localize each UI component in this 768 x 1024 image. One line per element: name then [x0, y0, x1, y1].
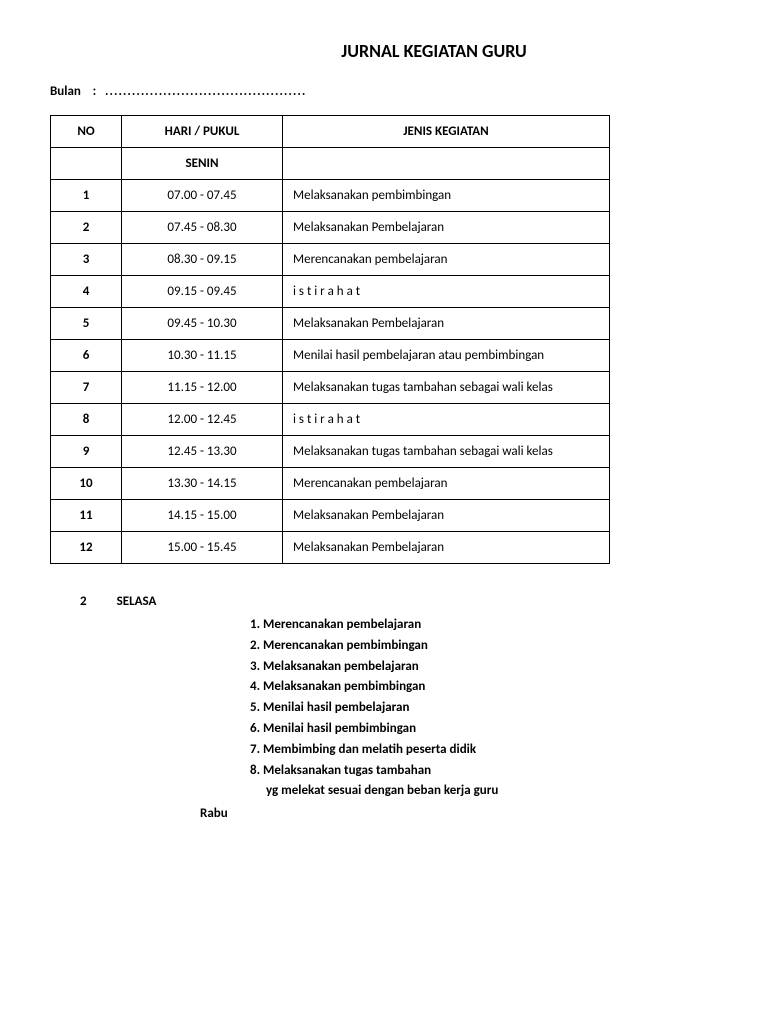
cell-no: 1: [51, 180, 122, 212]
bulan-label: Bulan: [50, 84, 81, 99]
cell-no: 12: [51, 532, 122, 564]
cell-activity: Melaksanakan pembimbingan: [283, 180, 610, 212]
cell-no: 8: [51, 404, 122, 436]
table-row: 812.00 - 12.45i s t i r a h a t: [51, 404, 610, 436]
table-row: 1114.15 - 15.00Melaksanakan Pembelajaran: [51, 500, 610, 532]
list-item: 4. Melaksanakan pembimbingan: [250, 677, 718, 698]
cell-activity: i s t i r a h a t: [283, 404, 610, 436]
cell-time: 11.15 - 12.00: [122, 372, 283, 404]
table-row: 1013.30 - 14.15Merencanakan pembelajaran: [51, 468, 610, 500]
table-row: 711.15 - 12.00Melaksanakan tugas tambaha…: [51, 372, 610, 404]
cell-no: 10: [51, 468, 122, 500]
day-header-activity: [283, 148, 610, 180]
cell-time: 08.30 - 09.15: [122, 244, 283, 276]
col-header-no: NO: [51, 116, 122, 148]
cell-time: 07.00 - 07.45: [122, 180, 283, 212]
cell-time: 12.00 - 12.45: [122, 404, 283, 436]
table-row: 1215.00 - 15.45Melaksanakan Pembelajaran: [51, 532, 610, 564]
list-item: 8. Melaksanakan tugas tambahan: [250, 761, 718, 782]
cell-time: 14.15 - 15.00: [122, 500, 283, 532]
page-title: JURNAL KEGIATAN GURU: [150, 40, 718, 62]
table-row: 610.30 - 11.15Menilai hasil pembelajaran…: [51, 340, 610, 372]
table-row: 509.45 - 10.30Melaksanakan Pembelajaran: [51, 308, 610, 340]
cell-time: 09.15 - 09.45: [122, 276, 283, 308]
cell-time: 15.00 - 15.45: [122, 532, 283, 564]
cell-time: 13.30 - 14.15: [122, 468, 283, 500]
list-sub-item: yg melekat sesuai dengan beban kerja gur…: [266, 781, 718, 802]
day-header-no: [51, 148, 122, 180]
table-header-row: NO HARI / PUKUL JENIS KEGIATAN: [51, 116, 610, 148]
table-row: 107.00 - 07.45Melaksanakan pembimbingan: [51, 180, 610, 212]
schedule-table: NO HARI / PUKUL JENIS KEGIATAN SENIN 107…: [50, 115, 610, 564]
col-header-activity: JENIS KEGIATAN: [283, 116, 610, 148]
cell-time: 07.45 - 08.30: [122, 212, 283, 244]
list-item: 3. Melaksanakan pembelajaran: [250, 657, 718, 678]
list-item: 7. Membimbing dan melatih peserta didik: [250, 740, 718, 761]
day-header-time: SENIN: [122, 148, 283, 180]
cell-activity: Merencanakan pembelajaran: [283, 468, 610, 500]
table-row: 912.45 - 13.30Melaksanakan tugas tambaha…: [51, 436, 610, 468]
list-item: 5. Menilai hasil pembelajaran: [250, 698, 718, 719]
selasa-list: 1. Merencanakan pembelajaran2. Merencana…: [250, 615, 718, 802]
table-row: 207.45 - 08.30Melaksanakan Pembelajaran: [51, 212, 610, 244]
cell-activity: Menilai hasil pembelajaran atau pembimbi…: [283, 340, 610, 372]
rabu-label: Rabu: [200, 806, 718, 821]
day-header-row: SENIN: [51, 148, 610, 180]
cell-no: 7: [51, 372, 122, 404]
list-item: 2. Merencanakan pembimbingan: [250, 636, 718, 657]
cell-no: 9: [51, 436, 122, 468]
selasa-num: 2: [80, 594, 87, 609]
cell-no: 2: [51, 212, 122, 244]
cell-no: 11: [51, 500, 122, 532]
cell-time: 12.45 - 13.30: [122, 436, 283, 468]
cell-time: 09.45 - 10.30: [122, 308, 283, 340]
selasa-header: 2 SELASA: [80, 594, 718, 609]
cell-no: 6: [51, 340, 122, 372]
cell-activity: Melaksanakan Pembelajaran: [283, 532, 610, 564]
cell-activity: Melaksanakan Pembelajaran: [283, 500, 610, 532]
list-item: 6. Menilai hasil pembimbingan: [250, 719, 718, 740]
selasa-block: 2 SELASA 1. Merencanakan pembelajaran2. …: [80, 594, 718, 821]
bulan-dots: ........................................…: [105, 84, 306, 99]
cell-time: 10.30 - 11.15: [122, 340, 283, 372]
bulan-field: Bulan : ................................…: [50, 84, 718, 99]
cell-activity: Melaksanakan tugas tambahan sebagai wali…: [283, 436, 610, 468]
bulan-sep: :: [93, 84, 97, 99]
table-row: 409.15 - 09.45i s t i r a h a t: [51, 276, 610, 308]
cell-activity: Merencanakan pembelajaran: [283, 244, 610, 276]
cell-activity: Melaksanakan tugas tambahan sebagai wali…: [283, 372, 610, 404]
cell-no: 3: [51, 244, 122, 276]
cell-activity: Melaksanakan Pembelajaran: [283, 212, 610, 244]
cell-activity: Melaksanakan Pembelajaran: [283, 308, 610, 340]
cell-no: 4: [51, 276, 122, 308]
cell-activity: i s t i r a h a t: [283, 276, 610, 308]
selasa-label: SELASA: [117, 594, 157, 609]
list-item: 1. Merencanakan pembelajaran: [250, 615, 718, 636]
table-row: 308.30 - 09.15Merencanakan pembelajaran: [51, 244, 610, 276]
col-header-time: HARI / PUKUL: [122, 116, 283, 148]
cell-no: 5: [51, 308, 122, 340]
